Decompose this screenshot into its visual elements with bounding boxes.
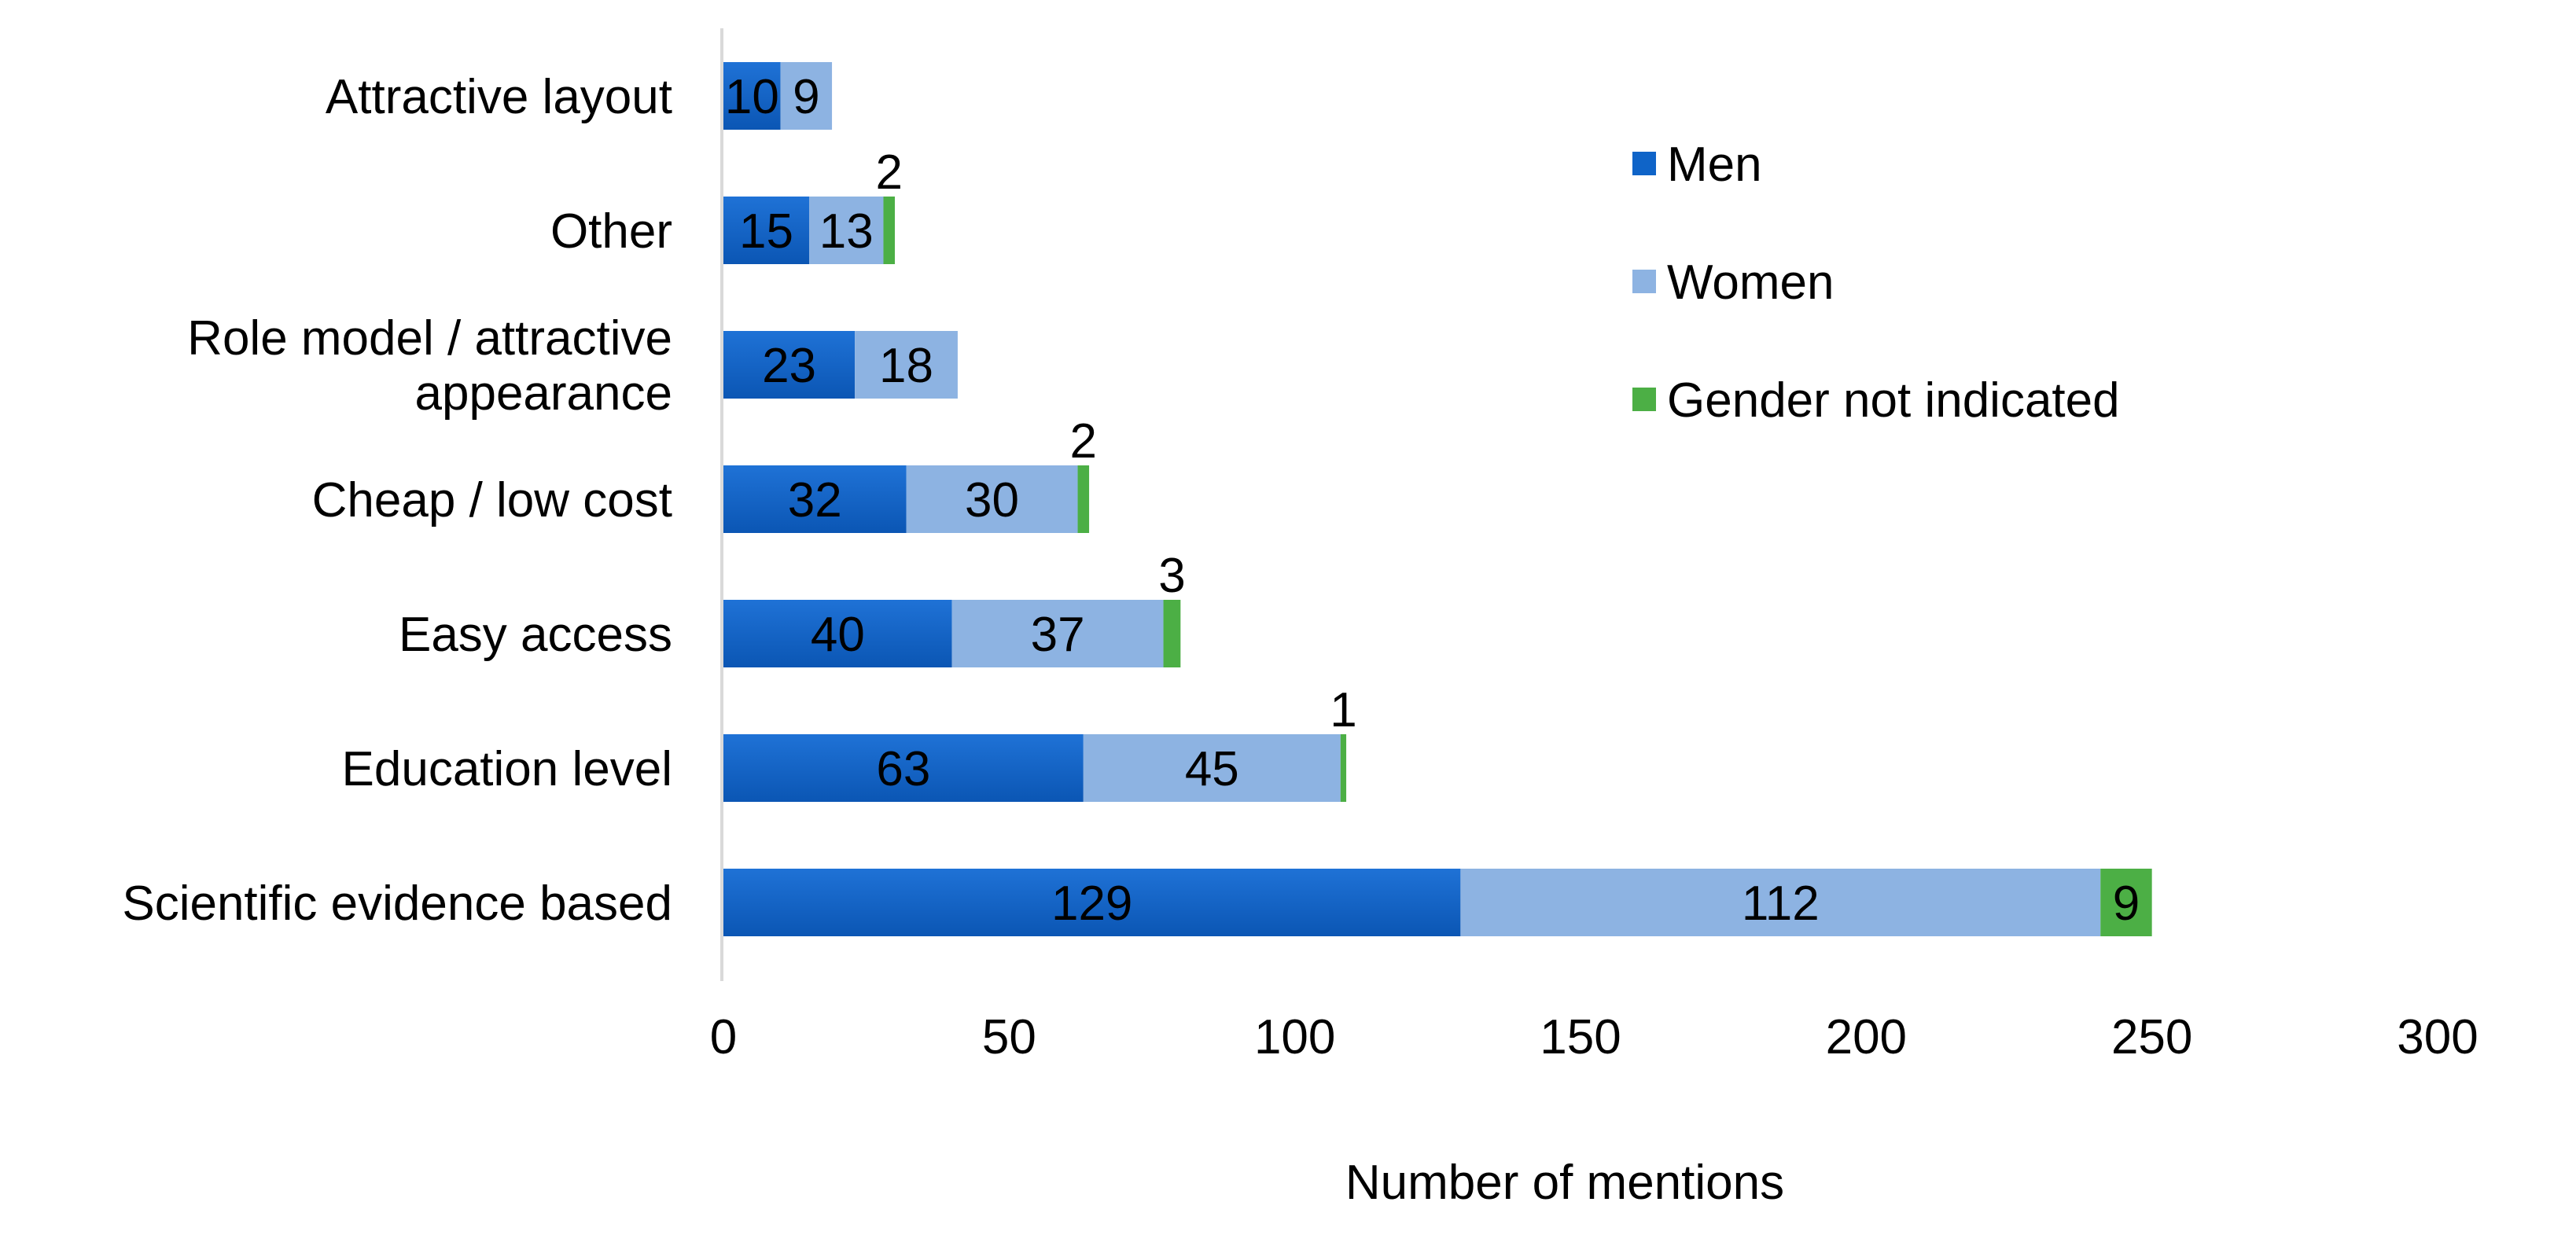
data-label-men-4: 40 — [811, 608, 865, 662]
x-tick-label-4: 200 — [1826, 1010, 1907, 1064]
data-label-women-5: 45 — [1185, 742, 1239, 796]
data-label-men-5: 63 — [876, 742, 930, 796]
bar-gender-not-indicated-4 — [1163, 600, 1181, 667]
bar-women-0 — [780, 62, 833, 130]
x-tick-label-2: 100 — [1254, 1010, 1335, 1064]
data-label-men-2: 23 — [762, 339, 816, 393]
data-label-women-2: 18 — [879, 339, 933, 393]
category-label-6: Scientific evidence based — [122, 877, 672, 931]
category-label-5: Education level — [342, 742, 673, 796]
bar-men-2 — [723, 331, 856, 399]
category-label-4: Easy access — [399, 608, 672, 662]
bar-men-5 — [723, 734, 1084, 802]
data-label-gender-not-indicated-5: 1 — [1330, 683, 1356, 737]
x-axis-tick-labels: 0 50 100 150 200 250 300 — [710, 1010, 2478, 1064]
legend: Men Women Gender not indicated — [1632, 138, 2120, 428]
category-label-2: Role model / attractive appearance — [187, 311, 672, 421]
category-label-3: Cheap / low cost — [312, 473, 672, 527]
legend-swatch-0 — [1632, 152, 1656, 175]
legend-label-2: Gender not indicated — [1667, 373, 2120, 428]
x-tick-label-1: 50 — [982, 1010, 1036, 1064]
data-label-gender-not-indicated-3: 2 — [1070, 414, 1097, 469]
bar-men-1 — [723, 197, 809, 264]
bar-women-5 — [1083, 734, 1341, 802]
data-label-men-3: 32 — [788, 473, 842, 527]
category-label-1: Other — [550, 204, 672, 259]
x-axis-title: Number of mentions — [1345, 1156, 1784, 1210]
bar-men-3 — [723, 465, 907, 533]
data-label-gender-not-indicated-6: 9 — [2113, 877, 2140, 931]
bar-women-6 — [1460, 869, 2101, 936]
bar-women-4 — [951, 600, 1164, 667]
bar-women-1 — [809, 197, 884, 264]
bar-gender-not-indicated-6 — [2100, 869, 2152, 936]
data-label-men-6: 129 — [1051, 877, 1132, 931]
data-label-gender-not-indicated-4: 3 — [1158, 549, 1185, 603]
x-tick-label-0: 0 — [710, 1010, 737, 1064]
bar-men-6 — [723, 869, 1461, 936]
legend-swatch-2 — [1632, 388, 1656, 411]
data-label-women-4: 37 — [1031, 608, 1085, 662]
category-label-0: Attractive layout — [326, 70, 672, 124]
bar-gender-not-indicated-3 — [1077, 465, 1090, 533]
bar-women-2 — [855, 331, 958, 399]
data-label-women-0: 9 — [793, 70, 819, 124]
data-label-women-6: 112 — [1742, 877, 1820, 931]
x-tick-label-6: 300 — [2397, 1010, 2478, 1064]
legend-label-0: Men — [1667, 138, 1762, 192]
data-label-men-0: 10 — [725, 70, 779, 124]
x-tick-label-3: 150 — [1540, 1010, 1621, 1064]
legend-swatch-1 — [1632, 270, 1656, 293]
bar-gender-not-indicated-5 — [1340, 734, 1347, 802]
data-label-women-1: 13 — [819, 204, 874, 259]
legend-label-1: Women — [1667, 255, 1834, 310]
data-label-gender-not-indicated-1: 2 — [875, 145, 902, 200]
bar-men-0 — [723, 62, 781, 130]
category-labels: Attractive layout Other Role model / attra… — [122, 70, 672, 931]
data-label-men-1: 15 — [739, 204, 793, 259]
bar-women-3 — [906, 465, 1078, 533]
bar-gender-not-indicated-1 — [883, 197, 895, 264]
data-label-women-3: 30 — [965, 473, 1019, 527]
x-tick-label-5: 250 — [2111, 1010, 2192, 1064]
bar-men-4 — [723, 600, 952, 667]
